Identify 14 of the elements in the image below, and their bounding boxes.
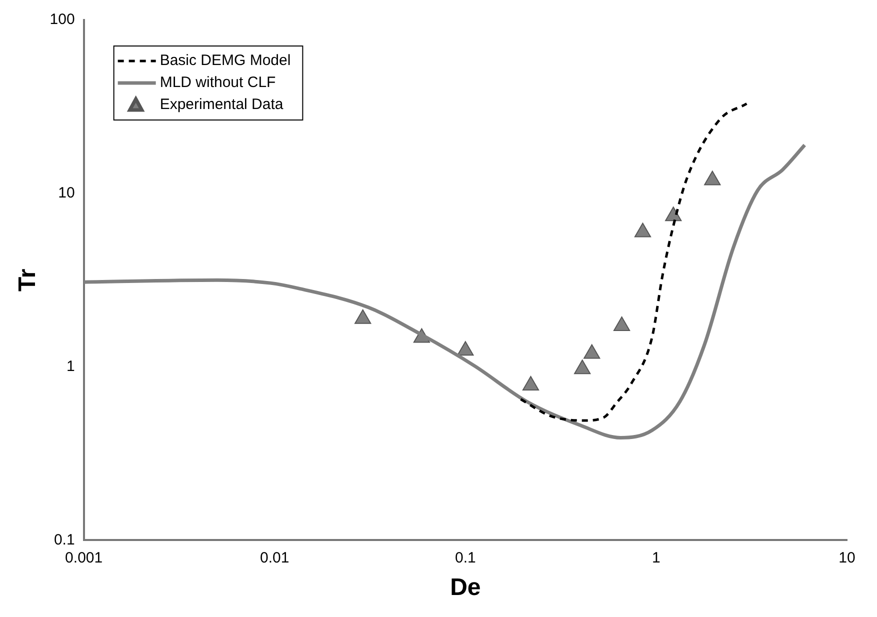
y-axis-title: Tr [14, 268, 42, 292]
x-tick-label: 0.1 [454, 549, 476, 566]
y-tick-label: 100 [50, 11, 75, 28]
x-tick-label: 10 [838, 549, 856, 566]
x-tick-label: 1 [652, 549, 660, 566]
x-axis-title: De [450, 574, 481, 602]
x-tick-label: 0.001 [65, 549, 103, 566]
legend-label: MLD without CLF [160, 74, 276, 92]
legend-label: Basic DEMG Model [160, 52, 291, 70]
y-tick-label: 0.1 [54, 531, 75, 548]
y-tick-label: 1 [66, 358, 75, 375]
legend-label: Experimental Data [160, 96, 284, 114]
y-tick-label: 10 [58, 184, 75, 202]
x-tick-label: 0.01 [260, 549, 290, 566]
